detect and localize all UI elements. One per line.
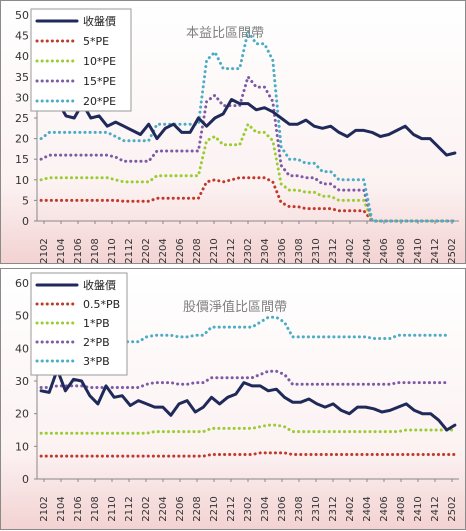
pe-x-tick-label: 2412 <box>430 238 441 263</box>
pb-x-tick-label: 2412 <box>430 496 441 521</box>
pb-x-tick-label: 2502 <box>447 496 458 521</box>
pb-x-tick-label: 2404 <box>362 496 373 521</box>
pe-x-tick-label: 2204 <box>158 238 169 263</box>
pe-y-tick-label: 35 <box>15 71 29 84</box>
pe-y-tick-label: 30 <box>15 91 29 104</box>
pb-x-tick-label: 2306 <box>277 496 288 521</box>
pe-x-tick-label: 2402 <box>345 238 356 263</box>
pb-y-tick-label: 30 <box>15 375 29 388</box>
pe-x-tick-label: 2210 <box>209 238 220 263</box>
pb-legend-label: 收盤價 <box>83 278 116 292</box>
pe-x-tick-label: 2410 <box>413 238 424 263</box>
pe-x-tick-label: 2206 <box>175 238 186 263</box>
pe-legend-label: 10*PE <box>83 55 116 68</box>
pe-y-tick-label: 25 <box>15 112 29 125</box>
pe-legend-label: 收盤價 <box>83 14 116 28</box>
pe-x-tick-label: 2110 <box>107 238 118 263</box>
pb-series-line-3 <box>39 369 449 389</box>
pe-chart-title: 本益比區間帶 <box>186 26 264 41</box>
pe-legend-label: 20*PE <box>83 95 116 108</box>
pe-band-chart: 0 5 10 15 20 25 30 35 40 45 50 2102 2104 2106 2108 2110… <box>0 0 466 264</box>
pe-x-tick-label: 2106 <box>73 238 84 263</box>
pb-series-line-4 <box>39 315 449 344</box>
pe-y-tick-label: 0 <box>22 215 29 228</box>
pb-chart-title: 股價淨值比區間帶 <box>183 299 287 315</box>
pe-y-tick-label: 15 <box>15 153 29 166</box>
pe-x-tick-label: 2406 <box>379 238 390 263</box>
pb-x-tick-label: 2204 <box>158 496 169 521</box>
pb-x-tick-label: 2212 <box>226 496 237 521</box>
pb-series-line-2 <box>39 423 457 435</box>
pb-x-tick-label: 2302 <box>243 496 254 521</box>
pb-y-tick-label: 50 <box>15 310 29 323</box>
pb-y-tick-label: 0 <box>22 473 29 486</box>
pb-x-tick-label: 2208 <box>192 496 203 521</box>
pe-y-tick-label: 10 <box>15 174 29 187</box>
pb-y-tick-label: 40 <box>15 342 29 355</box>
pb-x-tick-label: 2202 <box>141 496 152 521</box>
pb-x-tick-label: 2112 <box>124 496 135 521</box>
pb-x-tick-label: 2206 <box>175 496 186 521</box>
pe-y-tick-label: 20 <box>15 133 29 146</box>
pe-x-tick-label: 2304 <box>260 238 271 263</box>
pe-x-tick-label: 2108 <box>90 238 101 263</box>
pe-x-tick-label: 2308 <box>294 238 305 263</box>
pb-y-tick-label: 60 <box>15 277 29 290</box>
pb-x-tick-label: 2312 <box>328 496 339 521</box>
pb-legend-label: 2*PB <box>83 336 110 349</box>
pe-y-tick-label: 5 <box>22 194 29 207</box>
pb-series-line-0 <box>39 368 457 432</box>
pb-x-tick-label: 2410 <box>413 496 424 521</box>
pb-series-line-1 <box>39 451 457 458</box>
pe-x-tick-label: 2310 <box>311 238 322 263</box>
pb-x-tick-label: 2110 <box>107 496 118 521</box>
pe-x-tick-label: 2212 <box>226 238 237 263</box>
pe-x-tick-label: 2102 <box>39 238 50 263</box>
pb-x-tick-label: 2304 <box>260 496 271 521</box>
pe-series-line-1 <box>39 176 457 223</box>
pb-band-chart-svg: 0 10 20 30 40 50 60 2102 2104 2106 2108 2110 2112 220… <box>15 272 459 522</box>
pe-y-tick-label: 40 <box>15 50 29 63</box>
pb-legend-label: 3*PB <box>83 355 110 368</box>
pb-x-tick-label: 2102 <box>39 496 50 521</box>
pe-x-tick-label: 2112 <box>124 238 135 263</box>
pe-legend-label: 5*PE <box>83 35 109 48</box>
pe-x-tick-label: 2104 <box>56 238 67 263</box>
pb-band-chart: 0 10 20 30 40 50 60 2102 2104 2106 2108 2110 2112 220… <box>0 268 466 530</box>
pb-x-tick-label: 2210 <box>209 496 220 521</box>
pb-y-tick-label: 20 <box>15 408 29 421</box>
pe-x-tick-label: 2404 <box>362 238 373 263</box>
pe-x-tick-label: 2502 <box>447 238 458 263</box>
pb-x-tick-label: 2106 <box>73 496 84 521</box>
pe-x-tick-label: 2302 <box>243 238 254 263</box>
pe-x-tick-label: 2408 <box>396 238 407 263</box>
pb-x-tick-label: 2104 <box>56 496 67 521</box>
pe-series-line-4 <box>39 30 457 223</box>
pe-legend <box>30 8 132 112</box>
pe-y-tick-label: 50 <box>15 9 29 22</box>
pe-x-tick-label: 2208 <box>192 238 203 263</box>
pb-x-tick-label: 2308 <box>294 496 305 521</box>
pe-y-tick-label: 45 <box>15 30 29 43</box>
pb-x-tick-label: 2108 <box>90 496 101 521</box>
pe-x-tick-label: 2202 <box>141 238 152 263</box>
pe-series-line-0 <box>39 98 457 157</box>
pb-x-tick-label: 2310 <box>311 496 322 521</box>
pb-y-tick-label: 10 <box>15 440 29 453</box>
pb-legend-label: 0.5*PB <box>83 298 120 311</box>
pb-x-tick-label: 2406 <box>379 496 390 521</box>
pb-x-tick-label: 2408 <box>396 496 407 521</box>
pb-legend-label: 1*PB <box>83 317 110 330</box>
pe-series-line-2 <box>39 122 457 223</box>
pe-band-chart-svg: 0 5 10 15 20 25 30 35 40 45 50 2102 2104 2106 2108 2110… <box>15 8 459 264</box>
pe-x-tick-label: 2312 <box>328 238 339 263</box>
pb-x-tick-label: 2402 <box>345 496 356 521</box>
pe-x-tick-label: 2306 <box>277 238 288 263</box>
pe-legend-label: 15*PE <box>83 75 116 88</box>
